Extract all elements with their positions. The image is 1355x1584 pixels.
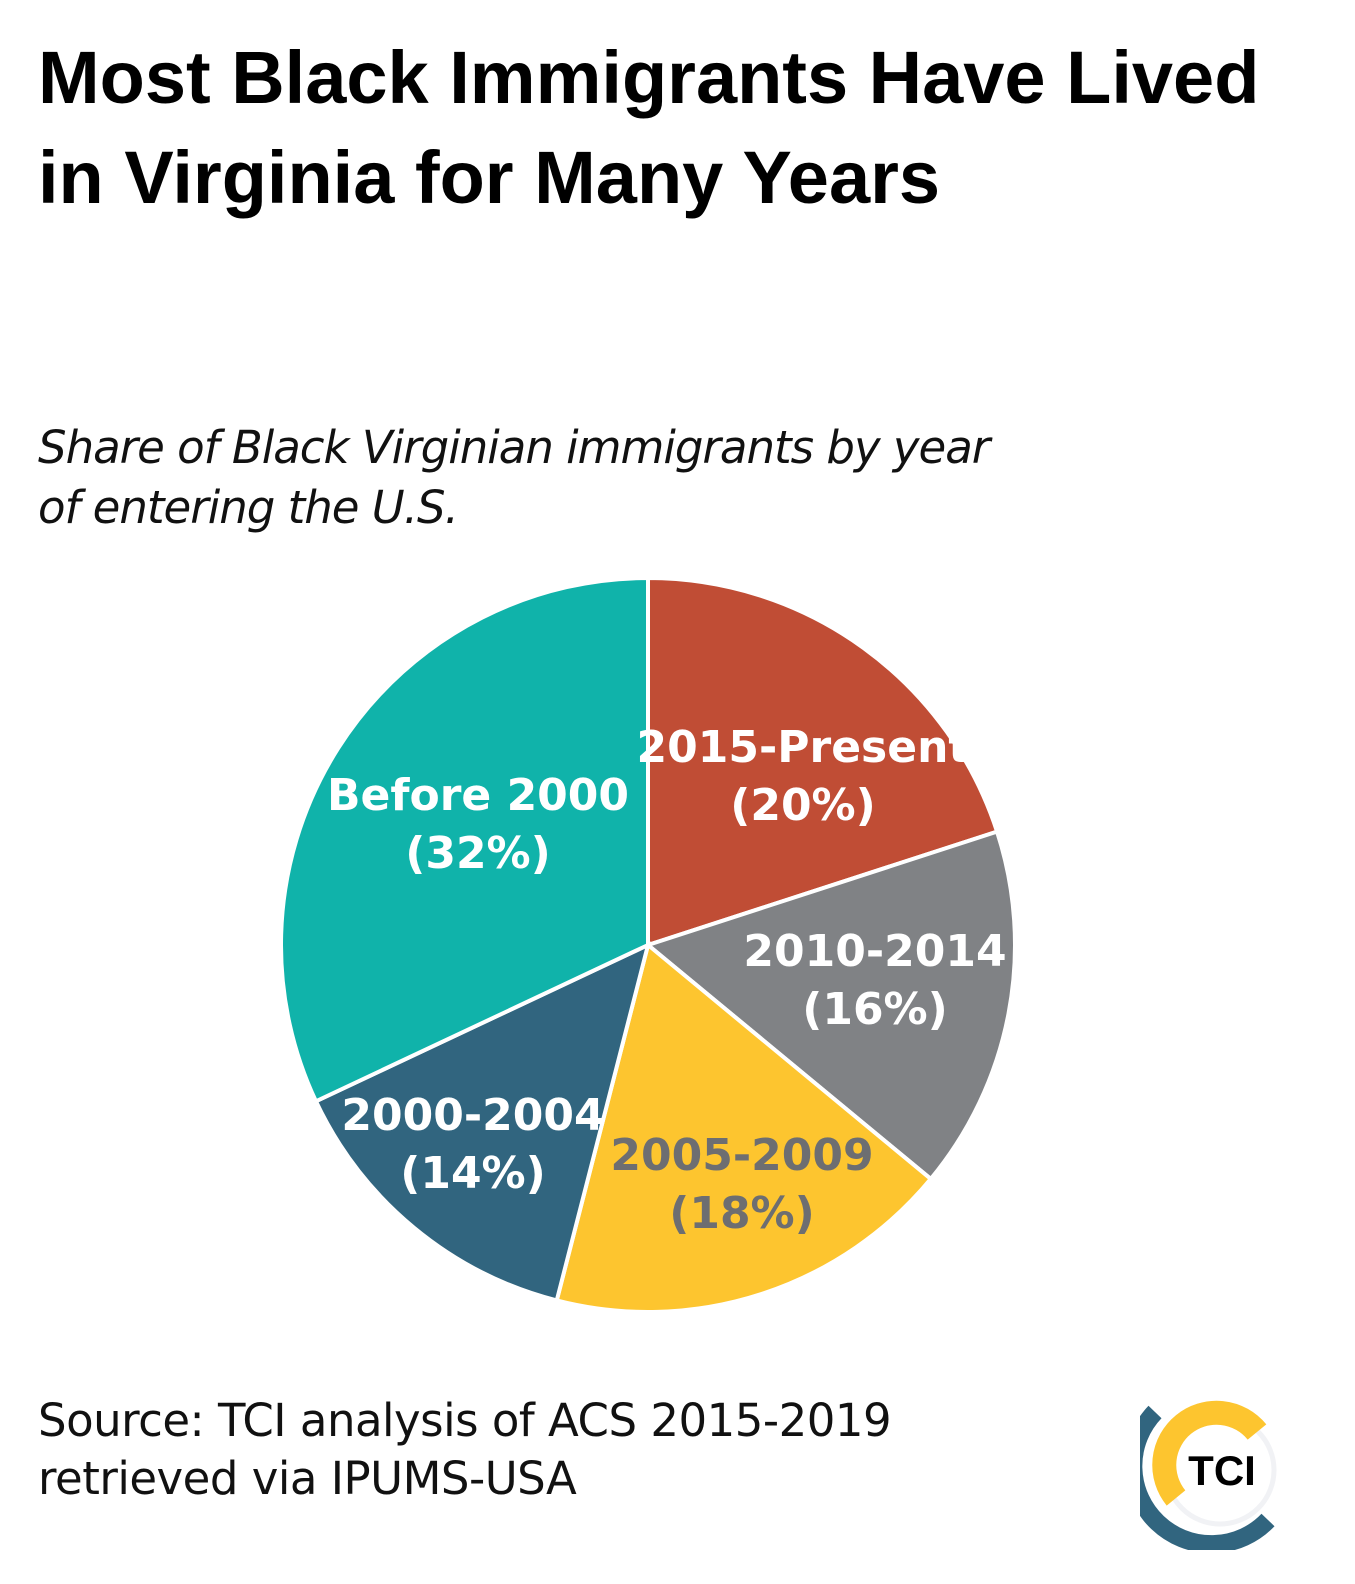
slice-label: 2005-2009 [610, 1130, 873, 1181]
pie-slice-2015-present [646, 575, 1000, 948]
pie-slice-2005-2009 [554, 941, 934, 1314]
slice-label: 2010-2014 [743, 926, 1006, 977]
slice-percent-label: (14%) [400, 1148, 546, 1199]
tci-logo: TCI [1140, 1400, 1277, 1550]
slice-label: 2000-2004 [341, 1090, 604, 1141]
slice-percent-label: (18%) [669, 1188, 815, 1239]
slice-label: Before 2000 [327, 770, 629, 821]
source-line-1: Source: TCI analysis of ACS 2015-2019 [38, 1394, 892, 1447]
slice-label: 2015-Present [637, 722, 970, 773]
source-line-2: retrieved via IPUMS-USA [38, 1452, 577, 1505]
slice-percent-label: (20%) [730, 780, 876, 831]
slice-percent-label: (32%) [405, 828, 551, 879]
chart-subtitle: Share of Black Virginian immigrants by y… [38, 421, 990, 534]
pie-slice-2010-2014 [643, 829, 1017, 1182]
source-note: Source: TCI analysis of ACS 2015-2019 re… [38, 1392, 892, 1508]
pie-slice-before-2000 [279, 575, 650, 1104]
logo-text: TCI [1188, 1447, 1256, 1494]
logo-yellow-arc [1152, 1400, 1267, 1506]
pie-slice-2000-2004 [313, 941, 651, 1303]
slice-percent-label: (16%) [802, 984, 948, 1035]
chart-title: Most Black Immigrants Have Lived in Virg… [38, 36, 1260, 219]
logo-blue-arc [1140, 1405, 1275, 1550]
